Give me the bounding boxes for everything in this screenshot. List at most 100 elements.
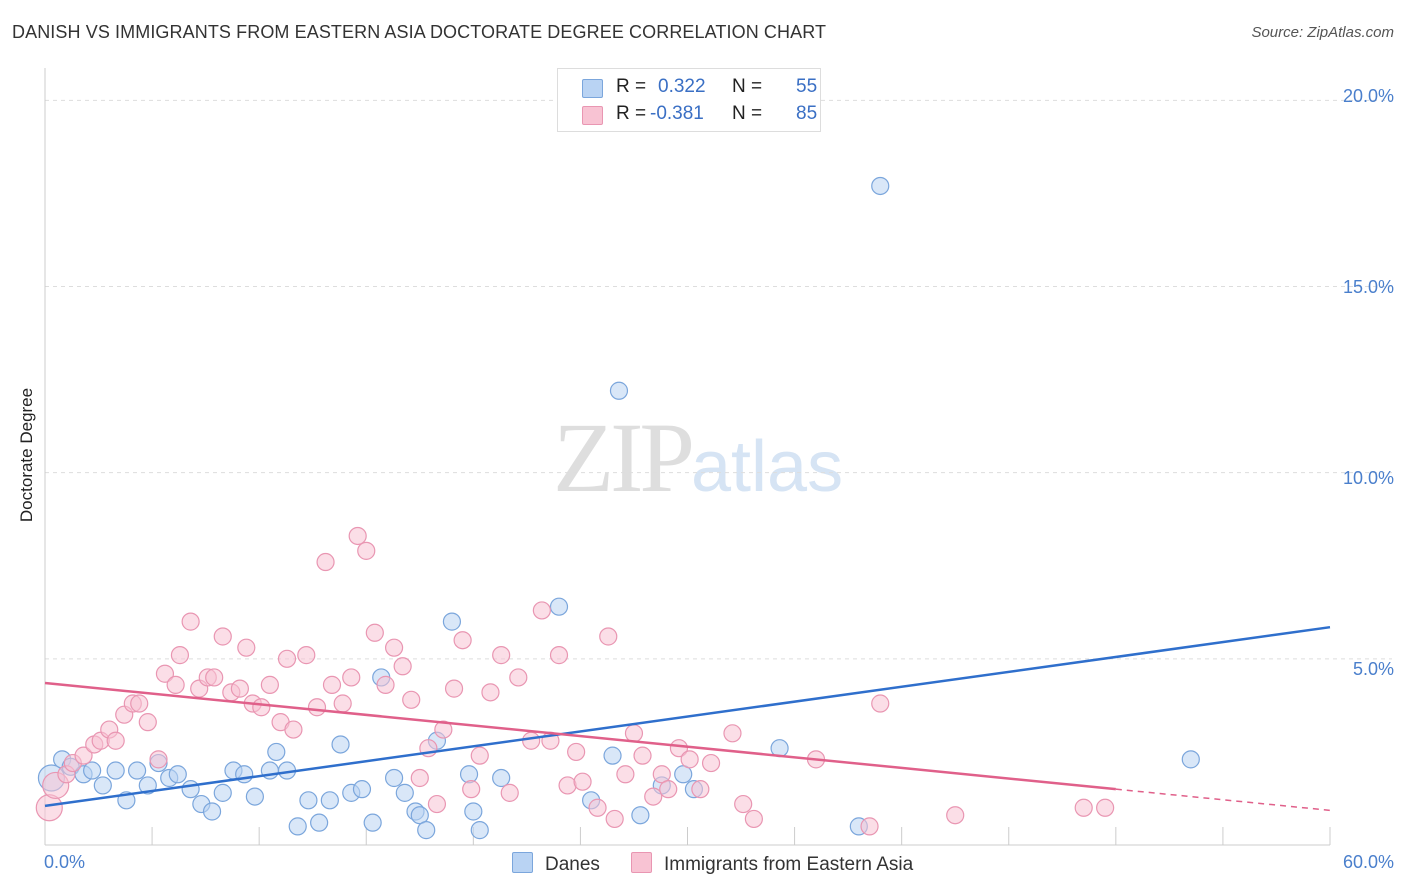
asia-point <box>549 646 569 665</box>
watermark: ZIPatlas <box>553 400 843 515</box>
danes-n-label: N = <box>732 76 763 97</box>
asia-point <box>734 794 753 814</box>
source-label: Source: ZipAtlas.com <box>1251 24 1394 41</box>
asia-point <box>384 638 404 657</box>
asia-point <box>633 746 652 765</box>
asia-n-label: N = <box>732 103 763 124</box>
danes-n-value: 55 <box>796 76 818 97</box>
danes-point <box>352 780 372 799</box>
asia-point <box>342 668 361 687</box>
danes-point <box>549 597 569 616</box>
asia-point <box>434 720 453 739</box>
danes-point <box>213 783 232 802</box>
danes-point <box>470 821 489 840</box>
asia-point <box>252 698 271 717</box>
asia-point <box>316 552 335 572</box>
asia-r-value: -0.381 <box>650 103 704 124</box>
asia-point <box>532 601 551 620</box>
danes-point <box>83 761 102 780</box>
y-tick-label-5: 5.0% <box>1352 659 1394 679</box>
asia-point <box>333 694 352 713</box>
asia-point <box>453 631 472 650</box>
asia-point <box>106 731 125 750</box>
asia-point <box>322 675 342 694</box>
asia-point <box>558 776 577 795</box>
asia-point <box>155 664 175 683</box>
y-axis-label: Doctorate Degree <box>17 387 36 523</box>
danes-point <box>395 783 414 802</box>
asia-point <box>1074 798 1093 817</box>
asia-point <box>213 627 232 646</box>
danes-point <box>464 802 483 821</box>
asia-point <box>481 683 500 702</box>
asia-point <box>444 679 464 698</box>
asia-point <box>567 742 586 762</box>
danes-point <box>181 780 200 799</box>
asia-point <box>701 753 721 773</box>
legend-danes-swatch <box>512 852 533 873</box>
danes-point <box>93 776 112 795</box>
danes-point <box>1181 750 1200 769</box>
asia-point <box>277 649 297 668</box>
asia-point <box>588 798 607 817</box>
asia-point <box>509 668 528 687</box>
y-tick-label-20: 20.0% <box>1342 86 1394 106</box>
legend-item-asia[interactable]: Immigrants from Eastern Asia <box>631 852 913 876</box>
asia-point <box>149 750 168 769</box>
danes-point <box>267 742 286 762</box>
danes-point <box>106 761 125 780</box>
danes-point <box>609 381 629 400</box>
stats-box: R = 0.322 N = 55 R = -0.381 N = 85 <box>557 68 821 132</box>
watermark-zip: ZIP <box>553 402 695 513</box>
asia-trend-line-extension <box>1115 788 1331 812</box>
asia-point <box>166 675 185 694</box>
danes-point <box>331 735 350 754</box>
asia-point <box>74 746 93 765</box>
asia-point <box>860 817 879 836</box>
y-tick-label-10: 10.0% <box>1342 468 1394 488</box>
danes-r-label: R = <box>616 76 647 97</box>
asia-point <box>522 731 541 750</box>
asia-point <box>691 780 710 799</box>
asia-point <box>659 780 678 799</box>
asia-point <box>237 638 256 657</box>
asia-point <box>297 646 316 665</box>
asia-point <box>744 809 763 829</box>
asia-point <box>492 646 511 665</box>
asia-point <box>500 783 519 802</box>
asia-point <box>624 724 644 743</box>
asia-point <box>181 612 200 631</box>
x-tick-label-max: 60.0% <box>1342 852 1394 872</box>
asia-point <box>170 646 190 665</box>
watermark-atlas: atlas <box>691 427 844 507</box>
asia-point <box>284 720 303 739</box>
danes-r-value: 0.322 <box>658 76 706 97</box>
danes-point <box>492 768 511 788</box>
asia-swatch <box>582 106 603 125</box>
danes-swatch <box>582 79 603 98</box>
danes-point <box>320 791 339 810</box>
legend-asia-swatch <box>631 852 652 873</box>
asia-point <box>616 765 635 784</box>
danes-point <box>310 813 329 832</box>
asia-point <box>307 698 327 717</box>
asia-point <box>130 694 149 713</box>
asia-n-value: 85 <box>796 103 818 124</box>
danes-point <box>138 776 157 795</box>
asia-point <box>946 806 965 825</box>
danes-point <box>459 765 479 784</box>
asia-point <box>348 526 367 546</box>
asia-point <box>402 690 421 709</box>
danes-point <box>127 761 147 780</box>
danes-point <box>245 787 264 806</box>
legend-item-danes[interactable]: Danes <box>512 852 600 876</box>
danes-point <box>384 768 404 788</box>
asia-point <box>260 675 279 694</box>
asia-point <box>605 809 624 829</box>
asia-point <box>470 746 489 765</box>
danes-point <box>631 806 650 825</box>
asia-point <box>205 668 224 687</box>
asia-point <box>427 794 447 814</box>
asia-point <box>680 750 699 769</box>
